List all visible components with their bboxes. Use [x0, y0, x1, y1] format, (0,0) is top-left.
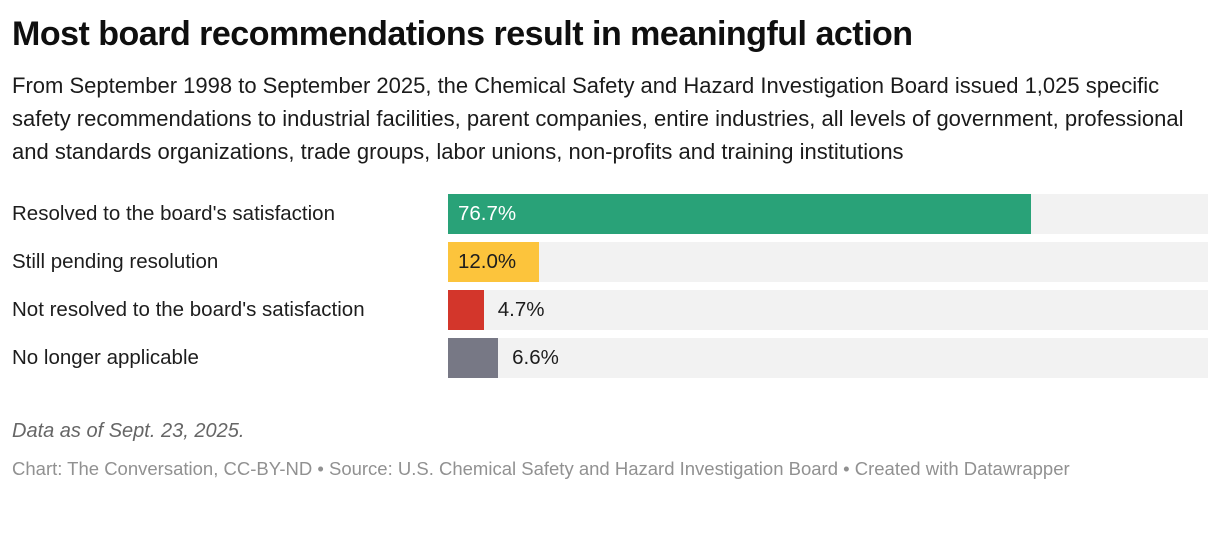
bar-track: 6.6% [448, 337, 1208, 378]
bar-fill[interactable]: 12.0% [448, 241, 540, 282]
data-note: Data as of Sept. 23, 2025. [12, 419, 245, 442]
category-label: No longer applicable [12, 345, 199, 369]
bar-fill[interactable] [448, 289, 484, 330]
bar-fill[interactable] [448, 337, 499, 378]
value-label: 76.7% [458, 201, 517, 225]
category-label: Not resolved to the board's satisfaction [12, 297, 365, 321]
chart-subtitle: From September 1998 to September 2025, t… [12, 72, 1184, 164]
chart-credits: Chart: The Conversation, CC-BY-ND • Sour… [12, 457, 1070, 479]
bar-row: Still pending resolution 12.0% [12, 241, 1208, 282]
bar-row: Not resolved to the board's satisfaction… [12, 289, 1208, 330]
bar-chart: Resolved to the board's satisfaction 76.… [12, 193, 1208, 378]
category-label: Resolved to the board's satisfaction [12, 201, 335, 225]
bar-row: No longer applicable 6.6% [12, 337, 1208, 378]
bar-track: 76.7% [448, 193, 1208, 234]
value-label: 12.0% [458, 249, 517, 273]
chart-title: Most board recommendations result in mea… [12, 15, 913, 53]
bar-track: 12.0% [448, 241, 1208, 282]
category-label: Still pending resolution [12, 249, 219, 273]
bar-fill[interactable]: 76.7% [448, 193, 1031, 234]
bar-track: 4.7% [448, 289, 1208, 330]
bar-row: Resolved to the board's satisfaction 76.… [12, 193, 1208, 234]
value-label: 6.6% [512, 345, 559, 369]
value-label: 4.7% [497, 297, 545, 321]
